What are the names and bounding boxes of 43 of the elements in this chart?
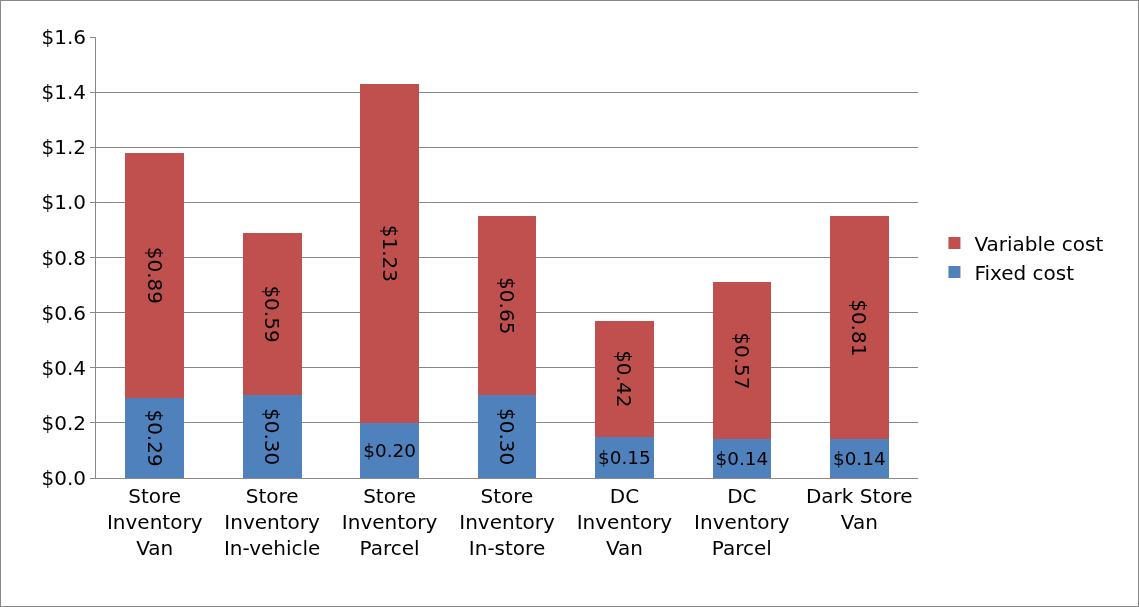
data-label: $0.57 bbox=[729, 332, 754, 390]
bar bbox=[360, 83, 419, 423]
data-label: $0.20 bbox=[363, 439, 416, 461]
y-tick-label: $0.6 bbox=[41, 300, 86, 325]
data-label: $0.30 bbox=[495, 408, 519, 466]
data-label: $0.89 bbox=[142, 246, 167, 305]
data-label: $0.81 bbox=[847, 299, 872, 357]
x-tick-label: Store Inventory In-store bbox=[459, 484, 555, 560]
bar bbox=[360, 422, 419, 478]
y-tick-label: $1.0 bbox=[41, 190, 86, 215]
data-label: $0.59 bbox=[260, 285, 285, 343]
bar bbox=[477, 395, 537, 478]
bar bbox=[242, 232, 302, 396]
data-label: $0.29 bbox=[142, 409, 167, 467]
y-tick-label: $1.2 bbox=[41, 135, 86, 160]
data-label: $0.14 bbox=[715, 448, 769, 470]
data-label: $0.14 bbox=[832, 448, 886, 470]
bar bbox=[595, 320, 654, 437]
bar bbox=[477, 216, 537, 396]
x-tick-label: Dark Store Van bbox=[805, 484, 913, 534]
data-label: $0.65 bbox=[495, 277, 519, 335]
bar bbox=[125, 398, 185, 478]
y-tick-label: $0.8 bbox=[41, 245, 86, 270]
y-tick-label: $0.2 bbox=[41, 410, 86, 435]
bar bbox=[712, 282, 772, 440]
y-tick-label: $0.4 bbox=[41, 355, 86, 380]
data-label: $1.23 bbox=[377, 224, 402, 282]
x-tick-label: Store Inventory Van bbox=[106, 484, 203, 560]
x-tick-label: DC Inventory Parcel bbox=[694, 484, 790, 560]
y-tick-label: $0.0 bbox=[41, 466, 86, 490]
x-tick-label: Store Inventory In-vehicle bbox=[223, 484, 321, 560]
x-tick-label: Store Inventory Parcel bbox=[341, 484, 438, 560]
y-tick-label: $1.4 bbox=[41, 80, 86, 105]
y-tick-label: $1.6 bbox=[41, 25, 86, 49]
data-label: $0.30 bbox=[260, 408, 285, 466]
legend-label: Fixed cost bbox=[974, 260, 1075, 285]
bar bbox=[125, 152, 185, 399]
bar bbox=[242, 395, 302, 478]
data-label: $0.42 bbox=[612, 350, 637, 408]
bar bbox=[829, 216, 889, 440]
legend-label: Variable cost bbox=[974, 231, 1104, 256]
data-label: $0.15 bbox=[598, 446, 651, 468]
x-tick-label: DC Inventory Van bbox=[576, 484, 673, 560]
